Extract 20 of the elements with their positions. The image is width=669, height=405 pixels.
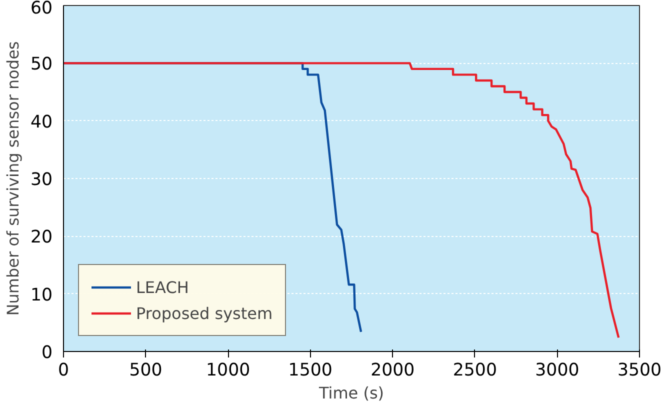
x-tick-label: 500 xyxy=(129,360,162,380)
y-tick-label: 40 xyxy=(30,112,53,132)
x-tick-label: 2000 xyxy=(370,360,415,380)
x-tick-label: 3500 xyxy=(617,360,662,380)
line-series xyxy=(64,62,620,339)
y-tick-label: 10 xyxy=(30,285,53,306)
x-axis-title: Time (s) xyxy=(318,384,384,402)
x-tick-label: 2500 xyxy=(452,360,497,380)
y-axis-title: Number of surviving sensor nodes xyxy=(3,41,22,316)
x-tick-label: 0 xyxy=(58,360,70,380)
legend-label: LEACH xyxy=(136,278,189,296)
y-tick-label: 50 xyxy=(30,54,53,75)
y-tick-label: 60 xyxy=(30,0,53,18)
x-tick-label: 1500 xyxy=(288,360,332,380)
legend-label: Proposed system xyxy=(136,304,273,322)
x-tick-label: 1000 xyxy=(206,360,250,380)
y-tick-label: 30 xyxy=(30,170,53,190)
y-tick-label: 20 xyxy=(30,228,53,248)
x-tick-label: 3000 xyxy=(535,360,580,380)
y-tick-label: 0 xyxy=(41,343,53,363)
